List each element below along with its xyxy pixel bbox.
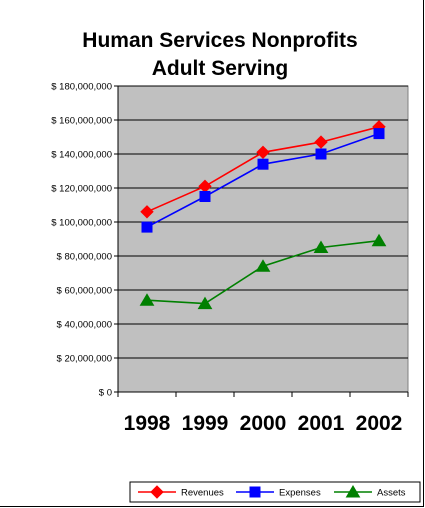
legend-label-assets: Assets <box>377 488 406 499</box>
y-tick-label: $ 60,000,000 <box>57 286 112 297</box>
chart-title: Human Services Nonprofits <box>82 29 357 52</box>
legend-item-assets: Assets <box>334 485 406 499</box>
legend-label-revenues: Revenues <box>181 488 224 499</box>
plot-area <box>117 85 409 393</box>
assets-point <box>313 240 329 253</box>
legend: Revenues Expenses Assets <box>138 485 406 499</box>
y-tick-label: $ 180,000,000 <box>51 82 112 93</box>
legend-item-revenues: Revenues <box>138 485 224 499</box>
y-tick-label: $ 120,000,000 <box>51 184 112 195</box>
assets-point <box>371 233 387 247</box>
expenses-point <box>315 148 327 160</box>
legend-item-expenses: Expenses <box>236 486 321 499</box>
y-tick-label: $ 40,000,000 <box>57 320 112 331</box>
y-tick-label: $ 140,000,000 <box>51 150 112 161</box>
x-tick-label: 2002 <box>356 412 403 435</box>
legend-label-expenses: Expenses <box>279 488 321 499</box>
y-tick-label: $ 160,000,000 <box>51 116 112 127</box>
series-group <box>139 120 387 310</box>
legend-marker-revenues <box>150 485 164 499</box>
series-expenses <box>141 128 385 233</box>
assets-point <box>197 296 213 310</box>
revenues-point <box>314 135 328 149</box>
y-tick-label: $ 100,000,000 <box>51 218 112 229</box>
expenses-point <box>257 158 269 170</box>
y-tick-label: $ 0 <box>99 388 112 399</box>
y-axis: $ 180,000,000 $ 160,000,000 $ 140,000,000 $… <box>51 82 118 399</box>
assets-point <box>255 259 271 272</box>
x-tick-label: 2001 <box>298 412 345 435</box>
assets-point <box>139 293 155 306</box>
series-assets <box>139 233 387 310</box>
revenues-point <box>140 205 154 219</box>
legend-marker-assets <box>345 485 361 498</box>
x-tick-label: 2000 <box>240 412 287 435</box>
y-tick-label: $ 80,000,000 <box>57 252 112 263</box>
expenses-point <box>373 128 385 140</box>
revenues-point <box>256 145 270 160</box>
x-tick-label: 1999 <box>182 412 229 435</box>
legend-marker-expenses <box>249 486 261 498</box>
y-tick-label: $ 20,000,000 <box>57 354 112 365</box>
expenses-point <box>141 221 153 233</box>
chart-subtitle: Adult Serving <box>152 57 289 80</box>
x-tick-label: 1998 <box>124 412 171 435</box>
x-axis: 1998 1999 2000 2001 2002 <box>117 392 409 435</box>
expenses-point <box>199 191 211 202</box>
